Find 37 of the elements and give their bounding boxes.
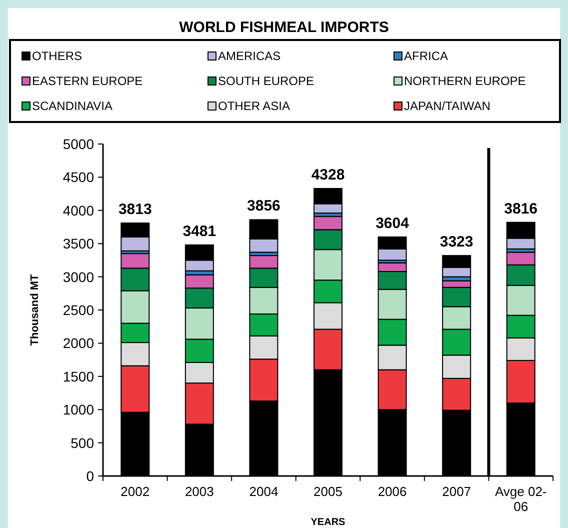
x-tick-label: 2005 <box>314 484 342 499</box>
legend-label: AFRICA <box>404 49 448 63</box>
total-label: 3856 <box>247 198 280 215</box>
y-tick-label: 1500 <box>62 368 94 384</box>
y-tick-label: 0 <box>86 468 94 484</box>
legend-label: AMERICAS <box>218 49 281 63</box>
x-tick-label: 2004 <box>249 484 278 499</box>
x-axis-title: YEARS <box>310 517 346 528</box>
legend-label: SOUTH EUROPE <box>218 74 314 88</box>
y-tick-label: 5000 <box>62 136 94 152</box>
x-tick-label: Avge 02-06 <box>494 484 547 514</box>
y-tick-label: 3000 <box>62 268 94 285</box>
y-tick-label: 1000 <box>62 402 94 418</box>
total-label: 4328 <box>311 166 345 184</box>
y-axis-title: Thousand MT <box>29 274 41 346</box>
legend-label: NORTHERN EUROPE <box>404 74 526 88</box>
total-label: 3604 <box>376 214 410 232</box>
legend-label: OTHERS <box>32 49 82 63</box>
x-tick-label: 2003 <box>184 484 214 499</box>
legend-label: OTHER ASIA <box>218 99 290 113</box>
y-tick-label: 4000 <box>62 202 94 218</box>
x-tick-label: 2007 <box>442 484 472 499</box>
legend-label: EASTERN EUROPE <box>32 74 143 88</box>
x-tick-label: 2006 <box>378 484 407 499</box>
y-tick-label: 4500 <box>62 169 94 186</box>
total-label: 3323 <box>440 234 474 251</box>
legend-label: SCANDINAVIA <box>32 99 112 113</box>
chart-title: WORLD FISHMEAL IMPORTS <box>179 19 389 36</box>
y-tick-label: 500 <box>70 434 94 451</box>
y-tick-label: 2500 <box>62 302 94 318</box>
y-tick-label: 2000 <box>62 335 94 352</box>
y-tick-label: 3500 <box>62 236 94 252</box>
x-tick-label: 2002 <box>120 484 150 499</box>
total-label: 3816 <box>504 200 538 218</box>
total-label: 3813 <box>118 201 152 218</box>
legend-label: JAPAN/TAIWAN <box>404 99 490 113</box>
total-label: 3481 <box>182 222 216 240</box>
